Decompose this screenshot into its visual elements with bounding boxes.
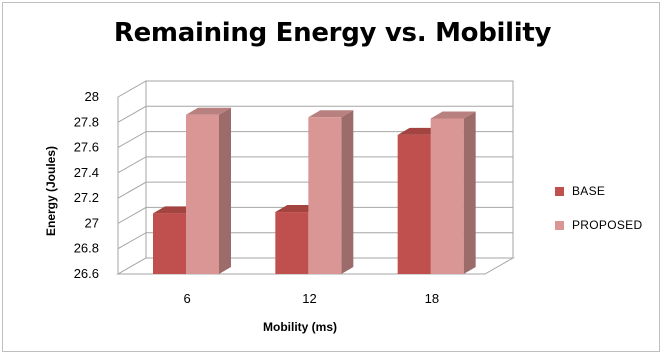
y-tick-label: 27 — [85, 215, 99, 230]
legend: BASE PROPOSED — [555, 182, 642, 250]
legend-swatch-base — [555, 186, 564, 196]
x-axis-title: Mobility (ms) — [263, 320, 337, 334]
y-tick-label: 27.6 — [74, 140, 99, 155]
legend-swatch-proposed — [555, 220, 564, 230]
y-axis-title: Energy (Joules) — [44, 146, 58, 236]
bar-proposed-6-side — [219, 107, 231, 274]
bar-proposed-18-side — [463, 111, 476, 274]
y-tick-label: 27.2 — [74, 190, 99, 205]
bar-base-6 — [153, 213, 186, 274]
gridline — [117, 206, 513, 224]
legend-item-base: BASE — [555, 182, 642, 200]
y-tick-label: 27.8 — [74, 114, 99, 129]
x-tick-label: 18 — [425, 291, 439, 306]
bar-proposed-12 — [308, 117, 342, 274]
y-tick-label: 28 — [85, 89, 99, 104]
gridline — [117, 156, 513, 174]
x-tick-label: 6 — [184, 291, 191, 306]
side-wall — [117, 80, 147, 275]
y-tick-label: 27.4 — [74, 165, 99, 180]
bar-proposed-6-top — [186, 107, 231, 115]
bar-base-18 — [397, 134, 431, 274]
bar-proposed-12-side — [341, 110, 354, 274]
bar-base-12 — [275, 212, 309, 274]
gridline — [117, 232, 513, 250]
bar-proposed-12-top — [308, 110, 354, 118]
gridline — [117, 105, 513, 123]
bar-proposed-18 — [430, 118, 464, 274]
gridline — [117, 181, 513, 199]
legend-label-proposed: PROPOSED — [572, 218, 643, 232]
y-tick-label: 26.6 — [74, 266, 99, 281]
bar-proposed-6 — [186, 114, 219, 274]
legend-item-proposed: PROPOSED — [555, 216, 642, 234]
chart-title: Remaining Energy vs. Mobility — [113, 18, 552, 48]
y-tick-label: 26.8 — [74, 241, 99, 256]
bar-proposed-18-top — [430, 111, 476, 119]
legend-label-base: BASE — [572, 184, 606, 198]
x-tick-label: 12 — [302, 291, 316, 306]
gridline — [117, 131, 513, 149]
